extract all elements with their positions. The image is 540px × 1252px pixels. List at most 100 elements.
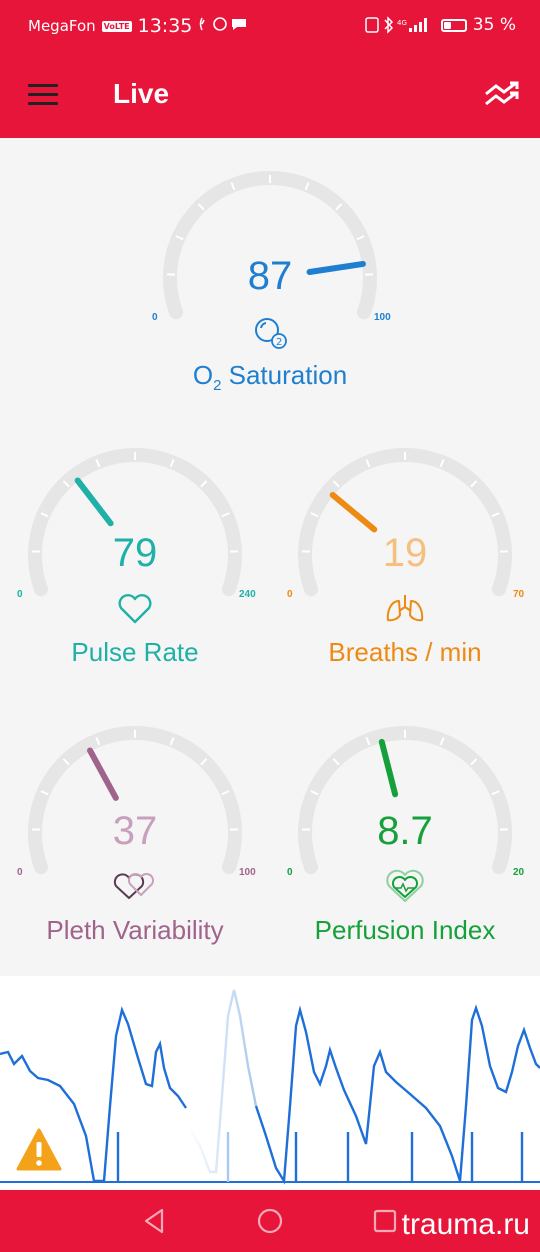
spo2-label: O2 Saturation [160, 360, 380, 394]
spo2-max: 100 [374, 312, 391, 323]
gauge-tick [62, 480, 70, 488]
battery-fill [443, 21, 451, 29]
pulse-label: Pulse Rate [71, 637, 199, 667]
gauge-tick [365, 737, 371, 746]
pleth-waveform [0, 989, 540, 1185]
breaths-max: 70 [513, 589, 525, 600]
home-circle-icon[interactable] [255, 1206, 285, 1236]
gauge-needle [306, 260, 366, 276]
gauge-tick [95, 459, 101, 468]
battery-icon [440, 18, 467, 32]
perfusion-max: 20 [513, 867, 525, 878]
svg-text:2: 2 [276, 337, 282, 348]
gauge-tick [169, 737, 175, 746]
gauge-tick [332, 758, 340, 766]
back-triangle-icon[interactable] [140, 1206, 170, 1236]
gauge-tick [332, 480, 340, 488]
gauge-tick [62, 758, 70, 766]
nfc-icon [365, 17, 379, 33]
pleth-label: Pleth Variability [46, 915, 224, 945]
pulse-gauge-dial [28, 448, 242, 597]
pleth-value: 37 [112, 809, 158, 853]
perfusion-value: 8.7 [377, 809, 433, 853]
gauge-tick [221, 512, 230, 518]
pleth-max: 100 [239, 867, 256, 878]
gauge-tick [365, 459, 371, 468]
gauge-tick [200, 480, 208, 488]
system-nav-bar: trauma.ru [0, 1190, 540, 1252]
gauge-tick [439, 459, 445, 468]
whatsapp-icon [213, 17, 228, 31]
notification-icons [198, 16, 254, 36]
gauge-tick [470, 758, 478, 766]
pulse-max: 240 [239, 589, 256, 600]
heart-pulse-icon [386, 869, 424, 902]
waveform-trace [254, 1004, 540, 1185]
carrier-name: MegaFon [28, 17, 96, 35]
status-bar-left: MegaFon VoLTE 13:35 [28, 15, 254, 37]
pleth-min: 0 [17, 867, 23, 878]
volte-badge: VoLTE [101, 20, 132, 32]
double-heart-icon [113, 872, 155, 899]
page-title: Live [113, 78, 170, 109]
spo2-label-sub: 2 [213, 377, 222, 395]
pleth-variability-gauge[interactable]: 37 0 100 Pleth Variability [17, 723, 256, 953]
app-bar: Live [0, 52, 540, 138]
perfusion-index-gauge[interactable]: 8.7 0 20 Perfusion Index [287, 723, 524, 953]
waveform-trace [0, 1006, 187, 1183]
gauge-tick [491, 512, 500, 518]
status-bar-right: 4G 35 % [365, 15, 516, 35]
message-icon [232, 19, 247, 30]
warning-icon[interactable] [16, 1128, 62, 1172]
gauge-tick [230, 182, 236, 191]
gauge-tick [310, 790, 319, 796]
breaths-value: 19 [382, 531, 428, 575]
gauge-tick [470, 480, 478, 488]
pulse-rate-gauge[interactable]: 79 0 240 Pulse Rate [17, 445, 256, 675]
signal-bar [418, 22, 422, 32]
gauge-tick [356, 235, 365, 241]
network-type: 4G [397, 19, 407, 27]
gauge-tick [221, 790, 230, 796]
recents-square-icon[interactable] [370, 1206, 400, 1236]
gauge-needle [87, 747, 119, 801]
breaths-gauge[interactable]: 19 0 70 Breaths / min [287, 445, 524, 675]
watermark-text: trauma.ru [401, 1208, 530, 1241]
gauge-tick [175, 235, 184, 241]
gauge-needle [329, 491, 378, 533]
breaths-label: Breaths / min [328, 637, 482, 667]
gauge-tick [169, 459, 175, 468]
gauge-needle [74, 477, 114, 527]
fire-icon [200, 17, 206, 31]
waveform-sweep [186, 989, 258, 1174]
pulse-value: 79 [112, 531, 158, 575]
pulse-markers [116, 1132, 524, 1182]
gauge-tick [304, 182, 310, 191]
signal-bar [408, 28, 412, 32]
lungs-icon [386, 595, 424, 622]
gauge-tick [200, 758, 208, 766]
pleth-gauge-dial [28, 726, 242, 875]
clock: 13:35 [137, 15, 193, 37]
spo2-label-rest: Saturation [221, 360, 348, 390]
breaths-gauge-dial [298, 448, 512, 597]
breaths-min: 0 [287, 589, 293, 600]
perfusion-label: Perfusion Index [314, 915, 496, 945]
status-bar: MegaFon VoLTE 13:35 4G 35 % [0, 0, 540, 52]
spo2-gauge-dial [163, 171, 377, 320]
spo2-min: 0 [152, 312, 158, 323]
spo2-value: 87 [247, 254, 293, 298]
bluetooth-icon [384, 16, 393, 34]
gauge-tick [40, 790, 49, 796]
heart-icon [118, 594, 152, 624]
perfusion-min: 0 [287, 867, 293, 878]
spo2-label-o: O [192, 360, 214, 390]
gauge-tick [197, 203, 205, 211]
spo2-gauge[interactable]: 87 0 100 2 O2 Saturation [152, 168, 391, 398]
trend-chart-icon[interactable] [484, 80, 520, 110]
hamburger-menu-icon[interactable] [28, 84, 58, 106]
gauge-tick [310, 512, 319, 518]
perfusion-gauge-dial [298, 726, 512, 875]
gauge-tick [95, 737, 101, 746]
signal-bar [423, 18, 427, 32]
